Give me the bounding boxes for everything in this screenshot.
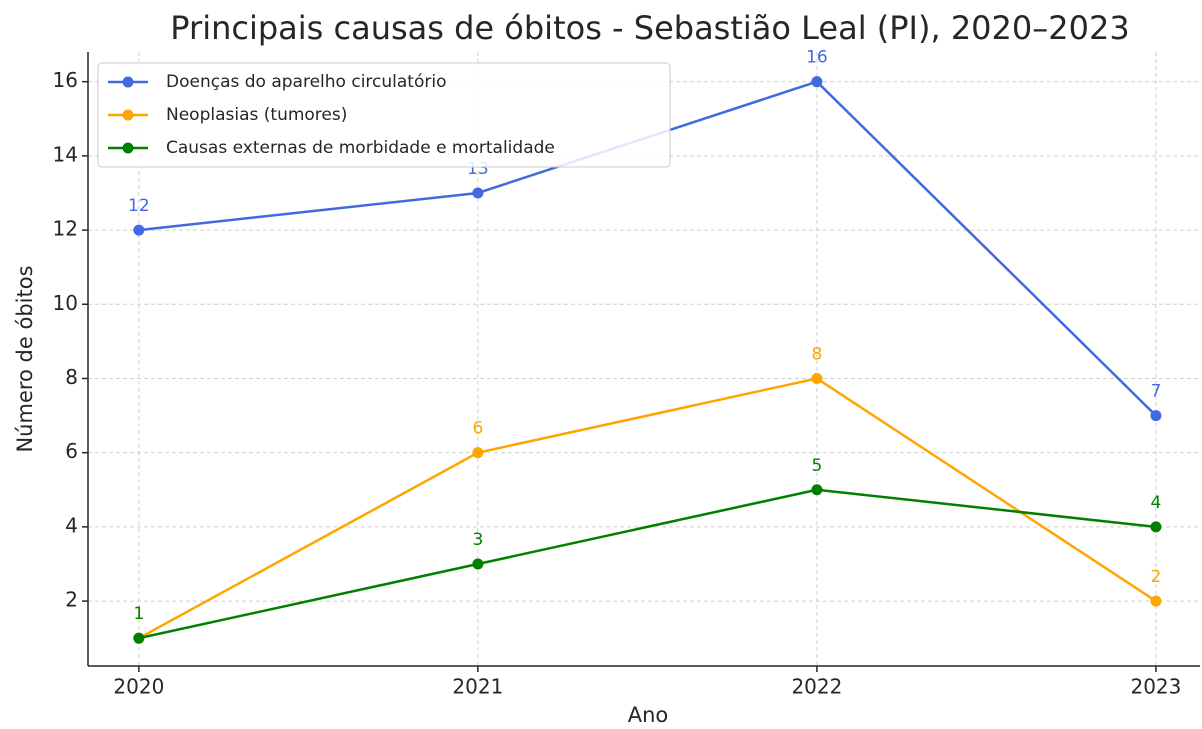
y-tick-label: 8 [65,365,78,389]
data-label: 2 [1151,567,1162,587]
legend-label: Neoplasias (tumores) [166,105,347,125]
chart-title: Principais causas de óbitos - Sebastião … [170,9,1129,47]
x-tick-label: 2023 [1130,675,1181,699]
data-point [133,632,145,644]
series-line [138,377,1157,640]
data-point [472,187,484,199]
data-point [472,447,484,459]
y-tick-label: 14 [53,142,78,166]
data-label: 6 [472,419,483,439]
y-tick-label: 16 [53,68,78,92]
series-line [138,488,1157,640]
legend-box [97,62,671,168]
legend-label: Causas externas de morbidade e mortalida… [166,138,555,158]
x-axis-label: Ano [628,703,669,727]
y-tick-label: 4 [65,513,78,537]
data-label: 1 [133,604,144,624]
data-point [1150,410,1162,422]
data-point [811,484,823,496]
y-tick-label: 10 [53,291,78,315]
data-point [472,558,484,570]
data-label: 3 [472,530,483,550]
y-tick-label: 12 [53,217,78,241]
data-point [1150,595,1162,607]
data-label: 8 [811,344,822,364]
data-label: 12 [128,196,150,216]
data-label: 4 [1151,493,1162,513]
legend-marker [122,76,134,88]
data-label: 1 [133,604,144,624]
data-label: 16 [806,48,828,68]
legend-marker [122,142,134,154]
legend: Doenças do aparelho circulatório Neoplasi… [97,62,671,168]
x-tick-label: 2020 [113,675,164,699]
y-tick-label: 2 [65,588,78,612]
data-point [811,76,823,88]
data-point [811,372,823,384]
y-tick-label: 6 [65,439,78,463]
legend-marker [122,109,134,121]
x-tick-label: 2022 [791,675,842,699]
x-tick-label: 2021 [452,675,503,699]
data-point [133,224,145,236]
legend-label: Doenças do aparelho circulatório [166,72,446,92]
data-label: 5 [811,456,822,476]
data-label: 7 [1151,382,1162,402]
data-point [1150,521,1162,533]
y-axis-label: Número de óbitos [13,265,37,452]
